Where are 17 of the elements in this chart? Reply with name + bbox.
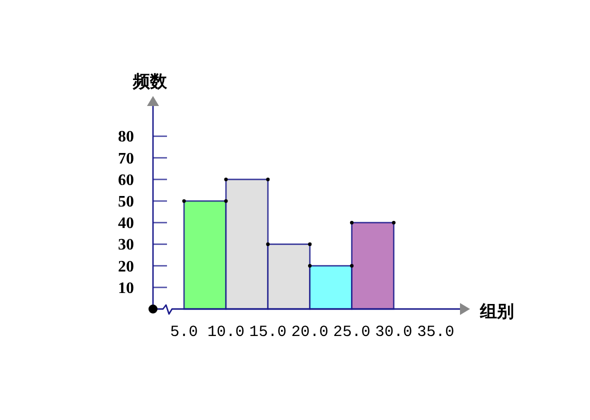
- x-tick-label: 35.0: [417, 323, 454, 341]
- y-tick-label: 30: [118, 236, 134, 254]
- y-tick-label: 50: [118, 194, 134, 211]
- y-tick-label: 70: [118, 150, 134, 168]
- y-tick-label: 40: [118, 215, 134, 232]
- y-axis-title: 频数: [132, 72, 168, 91]
- y-tick-label: 10: [118, 280, 134, 297]
- y-tick-label: 60: [118, 172, 134, 189]
- x-tick-label: 30.0: [375, 323, 412, 341]
- y-tick-label: 80: [118, 128, 134, 146]
- x-tick-label: 10.0: [207, 323, 245, 341]
- x-tick-label: 25.0: [333, 323, 370, 341]
- x-tick-label: 15.0: [249, 323, 287, 341]
- x-tick-label: 20.0: [291, 323, 328, 341]
- x-axis-title: 组别: [479, 302, 514, 321]
- x-tick-label: 5.0: [170, 323, 198, 341]
- y-tick-label: 20: [118, 258, 134, 276]
